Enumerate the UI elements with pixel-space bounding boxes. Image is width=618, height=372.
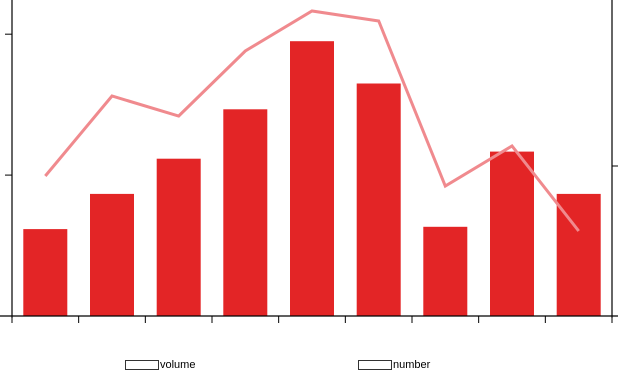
- legend-item-volume: volume: [125, 359, 195, 371]
- legend-swatch-volume: [125, 360, 159, 370]
- bar-volume-5: [356, 83, 401, 316]
- bar-volume-3: [223, 109, 268, 316]
- line-series-number: [44, 9, 580, 232]
- bar-volume-4: [290, 41, 334, 316]
- legend-label-number: number: [393, 359, 431, 371]
- legend-item-number: number: [358, 359, 430, 371]
- bar-volume-1: [90, 193, 134, 316]
- bar-volume-0: [23, 229, 68, 316]
- legend-label-volume: volume: [160, 359, 196, 371]
- bar-volume-7: [490, 151, 534, 316]
- legend-swatch-number: [358, 360, 392, 370]
- bar-volume-2: [156, 158, 201, 316]
- bar-volume-6: [423, 226, 468, 316]
